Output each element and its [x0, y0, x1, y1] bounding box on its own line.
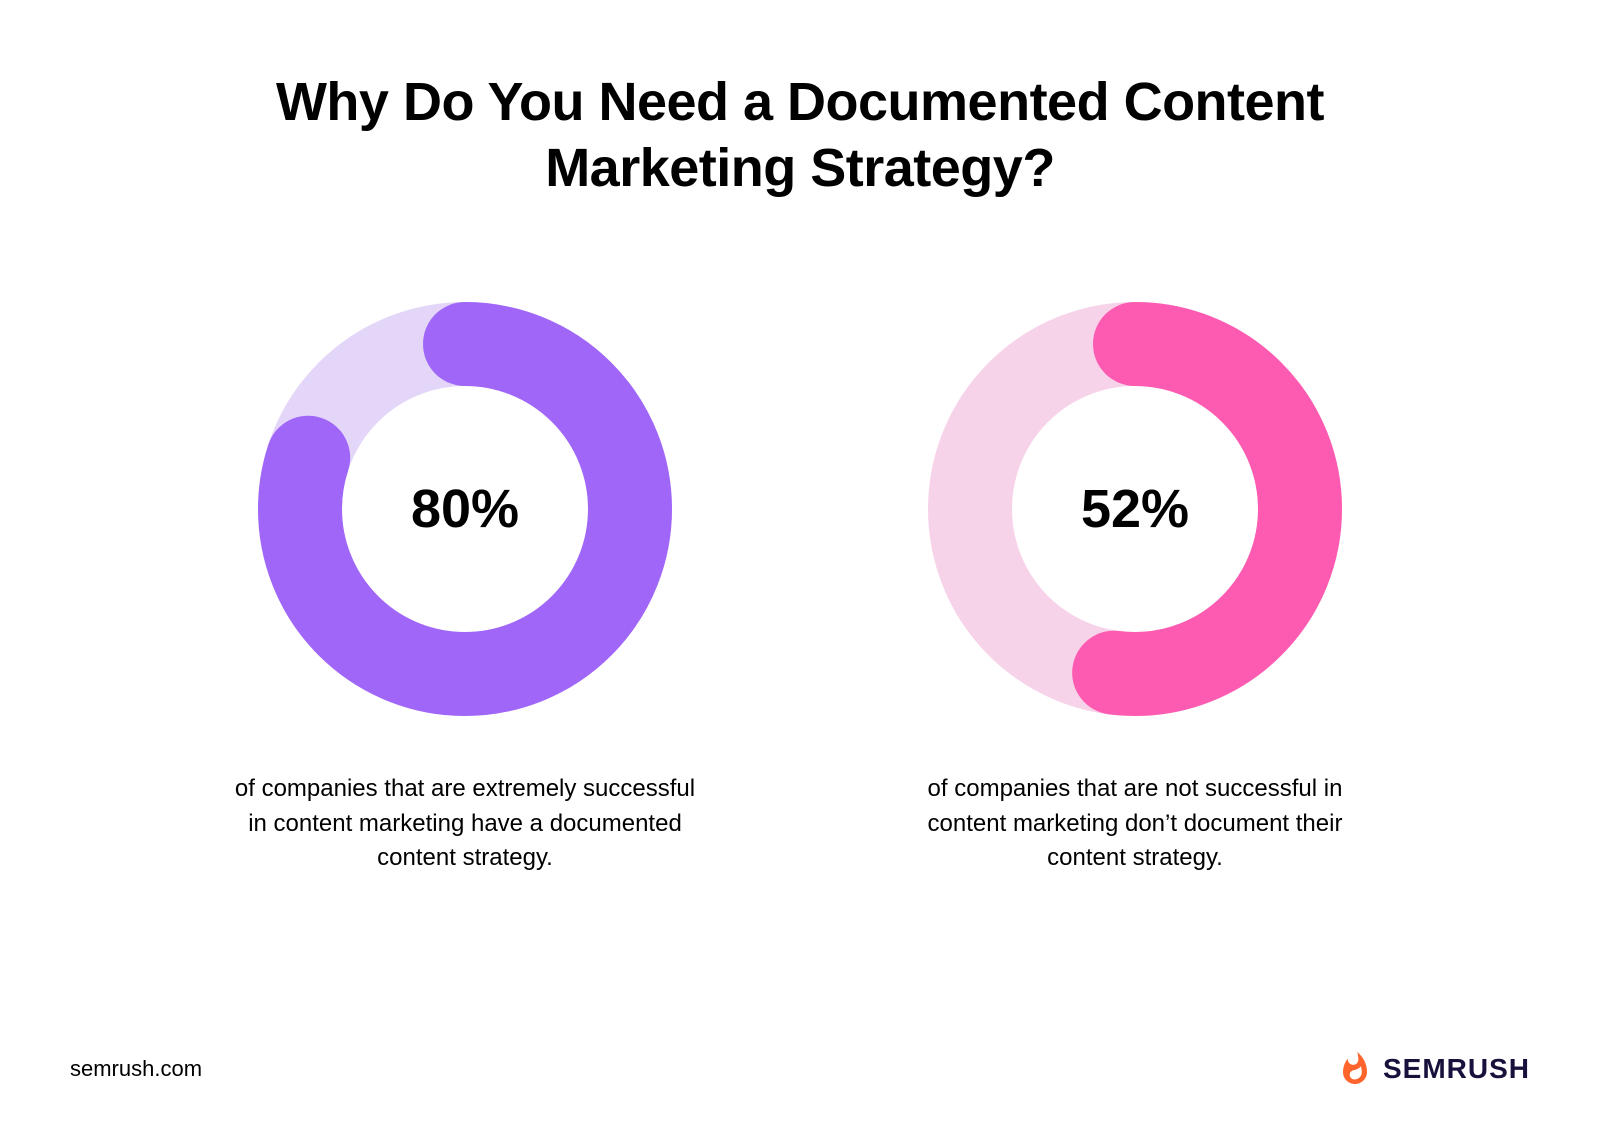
chart-block-left: 80% of companies that are extremely succ…	[225, 302, 705, 876]
page-title: Why Do You Need a Documented Content Mar…	[160, 70, 1440, 202]
donut-center-label-80: 80%	[258, 302, 672, 716]
charts-row: 80% of companies that are extremely succ…	[100, 302, 1500, 876]
infographic-container: Why Do You Need a Documented Content Mar…	[0, 0, 1600, 1133]
donut-center-label-52: 52%	[928, 302, 1342, 716]
semrush-fire-icon	[1337, 1051, 1373, 1087]
brand: SEMRUSH	[1337, 1051, 1530, 1087]
chart-caption-52: of companies that are not successful in …	[895, 772, 1375, 876]
footer: semrush.com SEMRUSH	[70, 1051, 1530, 1087]
chart-caption-80: of companies that are extremely successf…	[225, 772, 705, 876]
brand-name: SEMRUSH	[1383, 1053, 1530, 1085]
chart-block-right: 52% of companies that are not successful…	[895, 302, 1375, 876]
donut-chart-80: 80%	[258, 302, 672, 716]
footer-url: semrush.com	[70, 1056, 202, 1082]
donut-chart-52: 52%	[928, 302, 1342, 716]
